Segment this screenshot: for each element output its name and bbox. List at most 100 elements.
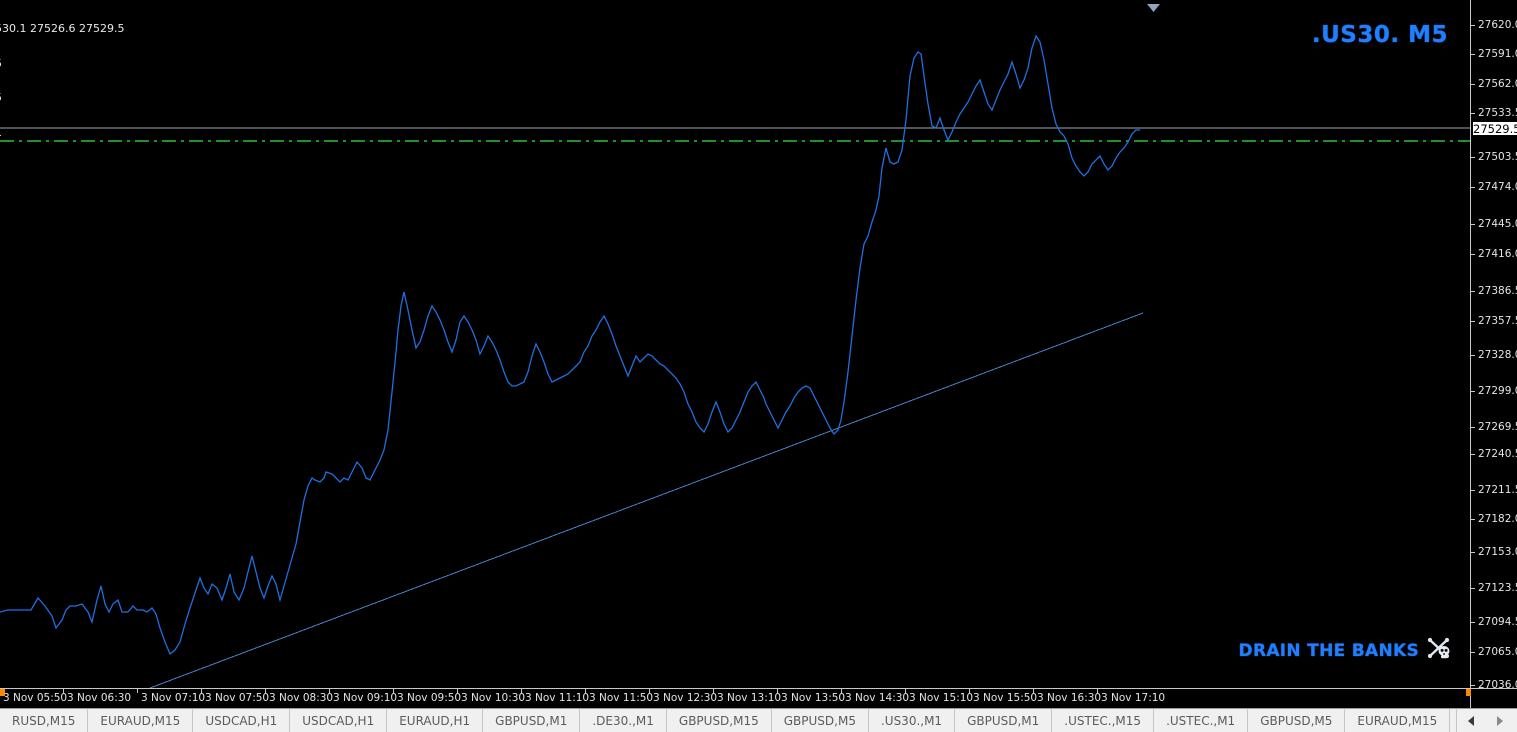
time-tick-mark <box>585 689 586 693</box>
price-tick-mark <box>1471 291 1475 292</box>
chart-tab--ustec-m15[interactable]: .USTEC.,M15 <box>1052 709 1155 732</box>
price-tick-mark <box>1471 355 1475 356</box>
price-tick-mark <box>1471 427 1475 428</box>
chart-tabbar: RUSD,M15 EURAUD,M15 USDCAD,H1 USDCAD,H1 EURA… <box>0 708 1517 732</box>
price-tick-mark <box>1471 391 1475 392</box>
price-tick-mark <box>1471 519 1475 520</box>
price-tick-mark <box>1471 157 1475 158</box>
chart-tab-label: .USTEC.,M15 <box>1064 713 1142 728</box>
price-tick: 27299.0 <box>1471 385 1517 398</box>
price-tick-label: 27620.0 <box>1478 19 1517 31</box>
price-tick: 27123.5 <box>1471 582 1517 595</box>
time-tick-mark <box>1033 689 1034 693</box>
chart-tab-euraud-m15[interactable]: EURAUD,M15 <box>1345 709 1451 732</box>
time-tick-label: 3 Nov 13:50 <box>781 692 846 704</box>
symbol-timeframe-watermark: .US30. M5 <box>1311 22 1448 48</box>
chart-tab-label: GBPUSD,M15 <box>678 713 759 728</box>
time-tick-label: 3 Nov 12:30 <box>653 692 718 704</box>
ascending-trendline[interactable] <box>149 312 1144 688</box>
time-tick-mark <box>457 689 458 693</box>
time-tick-label: 3 Nov 06:30 <box>67 692 132 704</box>
time-tick-label: 3 Nov 10:30 <box>461 692 526 704</box>
time-tick-mark <box>521 689 522 693</box>
price-tick-mark <box>1471 254 1475 255</box>
time-tick-mark <box>1097 689 1098 693</box>
chevron-down-icon[interactable] <box>1147 0 1160 17</box>
price-scale-axis[interactable]: 27620.0 27591.0 27562.0 27533.5 27503.5 27474… <box>1470 0 1517 688</box>
chart-tab-label: USDCAD,H1 <box>302 713 375 728</box>
chart-tab-label: .US30.,M1 <box>880 713 943 728</box>
price-tick-label: 27474.0 <box>1478 181 1517 193</box>
time-tick-label: 3 Nov 11:10 <box>525 692 590 704</box>
price-tick: 27182.0 <box>1471 513 1517 526</box>
chart-tab-label: RUSD,M15 <box>12 713 76 728</box>
time-scale-axis[interactable]: 3 Nov 05:50 3 Nov 06:30 3 Nov 07:10 3 Nov 0… <box>0 688 1470 709</box>
price-tick-label: 27240.5 <box>1478 448 1517 460</box>
chart-tab-euraud-m15[interactable]: EURAUD,M15 <box>88 709 194 732</box>
price-tick-label: 27503.5 <box>1478 151 1517 163</box>
chart-tab-label: GBPUSD,M5 <box>1260 713 1333 728</box>
price-tick: 27240.5 <box>1471 448 1517 461</box>
chart-tab-gbpusd-m15[interactable]: GBPUSD,M15 <box>666 709 772 732</box>
price-tick-mark <box>1471 84 1475 85</box>
price-tick: 27153.0 <box>1471 546 1517 559</box>
chart-tab-label: USDCAD,H1 <box>205 713 278 728</box>
chart-plot-svg <box>0 34 1470 688</box>
price-tick-label: 27416.0 <box>1478 248 1517 260</box>
chart-tab--de30-m1[interactable]: .DE30.,M1 <box>580 709 667 732</box>
price-tick: 27620.0 <box>1471 19 1517 32</box>
price-tick: 27533.5 <box>1471 107 1517 120</box>
time-tick-mark <box>201 689 202 693</box>
scale-end-marker <box>1466 689 1471 696</box>
brand-watermark-text: DRAIN THE BANKS <box>1238 640 1419 661</box>
time-tick-label: 3 Nov 17:10 <box>1101 692 1166 704</box>
chart-tab-gbpusd-m5[interactable]: GBPUSD,M5 <box>1248 709 1346 732</box>
chart-tab-gbpusd-m1[interactable]: GBPUSD,M1 <box>483 709 581 732</box>
price-tick-label: 27182.0 <box>1478 513 1517 525</box>
chart-tab-usdcad-h1[interactable]: USDCAD,H1 <box>290 709 388 732</box>
scroll-right-icon[interactable] <box>1493 715 1505 727</box>
chart-tab-rusd-m15[interactable]: RUSD,M15 <box>0 709 89 732</box>
price-tick-label: 27386.5 <box>1478 285 1517 297</box>
chart-tab-label: EURAUD,M15 <box>1357 713 1438 728</box>
price-tick: 27328.0 <box>1471 349 1517 362</box>
chart-tab-usdcad-h1[interactable]: USDCAD,H1 <box>193 709 291 732</box>
price-tick-label: 27065.0 <box>1478 646 1517 658</box>
price-tick-mark <box>1471 652 1475 653</box>
time-tick-mark <box>63 689 64 693</box>
price-tick-mark <box>1471 25 1475 26</box>
time-tick-label: 3 Nov 14:30 <box>845 692 910 704</box>
price-tick: 27474.0 <box>1471 181 1517 194</box>
price-tick-label: 27591.0 <box>1478 48 1517 60</box>
price-tick-label: 27562.0 <box>1478 78 1517 90</box>
price-tick: 27094.5 <box>1471 616 1517 629</box>
bid-price-label: 27529.5 <box>1472 121 1517 136</box>
chart-tab-gbpusd-m15[interactable]: GBPUSD,M15 <box>1450 709 1456 732</box>
price-tick: 27562.0 <box>1471 78 1517 91</box>
price-chart-canvas[interactable]: 530.1 27526.6 27529.5 5 5 1 .US30. M5 DR… <box>0 0 1470 688</box>
price-tick-mark <box>1471 685 1475 686</box>
price-tick-label: 27269.5 <box>1478 421 1517 433</box>
time-tick-mark <box>137 689 138 693</box>
chart-tab-euraud-h1[interactable]: EURAUD,H1 <box>387 709 484 732</box>
scroll-left-icon[interactable] <box>1465 715 1477 727</box>
ohlc-line-2: 5 <box>0 57 124 70</box>
chart-tab-gbpusd-m1[interactable]: GBPUSD,M1 <box>955 709 1053 732</box>
price-tick-mark <box>1471 113 1475 114</box>
price-tick-mark <box>1471 588 1475 589</box>
chart-tab-strip: RUSD,M15 EURAUD,M15 USDCAD,H1 USDCAD,H1 EURA… <box>0 709 1456 732</box>
skull-crossbones-icon <box>1426 637 1452 664</box>
price-tick: 27269.5 <box>1471 421 1517 434</box>
price-tick: 27065.0 <box>1471 646 1517 659</box>
price-tick-label: 27445.0 <box>1478 218 1517 230</box>
chart-tab-label: GBPUSD,M1 <box>495 713 568 728</box>
chart-tab--ustec-m1[interactable]: .USTEC.,M1 <box>1154 709 1249 732</box>
chart-tab-label: GBPUSD,M5 <box>783 713 856 728</box>
brand-watermark: DRAIN THE BANKS <box>1239 637 1452 664</box>
chart-tab-label: EURAUD,H1 <box>399 713 471 728</box>
chart-tab--us30-m1[interactable]: .US30.,M1 <box>868 709 956 732</box>
price-tick-label: 27357.5 <box>1478 315 1517 327</box>
chart-tab-gbpusd-m5[interactable]: GBPUSD,M5 <box>771 709 869 732</box>
chart-tab-label: EURAUD,M15 <box>100 713 181 728</box>
